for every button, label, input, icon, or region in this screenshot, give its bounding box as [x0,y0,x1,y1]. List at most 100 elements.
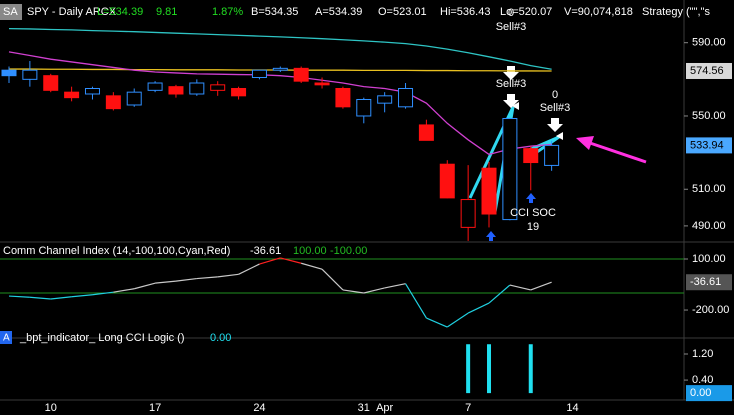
indicator-value: -36.61 [250,245,281,257]
cci-segment [259,257,281,265]
y-tick-label: 590.00 [692,37,726,49]
change-pct: 1.87% [212,6,243,18]
bar [487,344,492,394]
annotation: 0 [508,7,514,19]
candle-body [439,163,455,199]
badge-text: SA [3,6,18,18]
cci-segment [321,268,344,291]
symbol: SPY - Daily ARCX [27,6,117,18]
cci-segment [175,277,197,282]
candle-body [84,87,100,95]
cci-segment [446,312,469,328]
x-tick-label: 24 [253,402,265,414]
candle-body [481,167,497,215]
candle-body [189,82,205,95]
annotation: CCI SOC [510,207,556,219]
candle-body [64,91,80,99]
cci-segment [488,284,511,304]
cci-segment [71,294,93,298]
cci-segment [301,262,323,270]
candle-body [251,69,267,79]
cci-segment [8,295,30,298]
candle-body [377,95,393,104]
candle-body [272,67,288,71]
bar [528,344,533,394]
last-value-label: 533.94 [690,139,724,151]
volume: V=90,074,818 [564,6,633,18]
cci-segment [363,287,385,294]
buy-arrows [486,193,536,241]
cci-segment [92,291,114,296]
bar [466,344,471,394]
bid: B=534.35 [251,6,298,18]
moving-average [8,27,552,70]
badge-text: A [3,333,10,344]
candle-body [544,144,560,166]
cci-segment [405,283,427,319]
y-tick-label: 0.40 [692,374,713,386]
candle-body [502,118,518,221]
last-value-label: 574.56 [690,65,724,77]
change: 9.81 [156,6,177,18]
cci-segment [155,280,177,284]
x-tick-label: 7 [465,402,471,414]
cci-segment [530,281,552,291]
candle-body [293,67,309,82]
x-tick-label: Apr [376,402,393,414]
strategy: Strategy ("","s [642,6,710,18]
annotation: Sell#3 [496,78,527,90]
cci-segment [196,276,218,280]
candle-body [231,87,247,97]
open: O=523.01 [378,6,427,18]
annotation: Sell#3 [540,102,571,114]
cci-segment [238,263,260,275]
x-tick-label: 31 [358,402,370,414]
level-label: 100.00 [293,245,327,257]
candle-body [210,84,226,91]
candle-body [168,86,184,95]
candle-body [126,91,142,106]
annotation: Sell#3 [496,21,527,33]
x-tick-label: 17 [149,402,161,414]
x-tick-label: 10 [45,402,57,414]
cci-segment [467,302,490,314]
cci-segment [29,296,51,300]
moving-average [8,51,552,156]
signal-arrows [503,66,563,140]
candle-body [523,148,539,164]
annotation: 0 [552,89,558,101]
cci-segment [342,289,364,294]
candle-body [460,199,476,228]
cci-segment [384,283,406,289]
y-tick-label: 490.00 [692,220,726,232]
candle-body [147,82,163,91]
dividers [0,0,734,401]
level-label: -100.00 [330,245,367,257]
cci-segment [280,257,302,264]
candle-body [105,95,121,110]
candle-body [398,87,414,108]
ask: A=534.39 [315,6,362,18]
low: Lo=520.07 [500,6,552,18]
indicator-title: Comm Channel Index (14,-100,100,Cyan,Red… [3,245,230,257]
last-value-label: 0.00 [690,387,711,399]
cci-segment [426,317,448,328]
y-tick-label: 100.00 [692,253,726,265]
last-value-box [686,385,732,402]
high: Hi=536.43 [440,6,490,18]
last: L=534.39 [97,6,143,18]
y-tick-label: 1.20 [692,348,713,360]
badge [0,4,22,20]
last-value-label: -36.61 [690,276,721,288]
indicator-title: _bpt_indicator_ Long CCI Logic () [19,332,184,344]
indicator-value: 0.00 [210,332,231,344]
y-tick-label: 550.00 [692,110,726,122]
badge [0,331,12,344]
cci-segment [509,284,531,291]
candle-body [22,69,38,80]
cci-segment [217,273,239,278]
annotation: 19 [527,221,539,233]
last-value-box [686,62,732,79]
cci-segment [50,296,72,300]
